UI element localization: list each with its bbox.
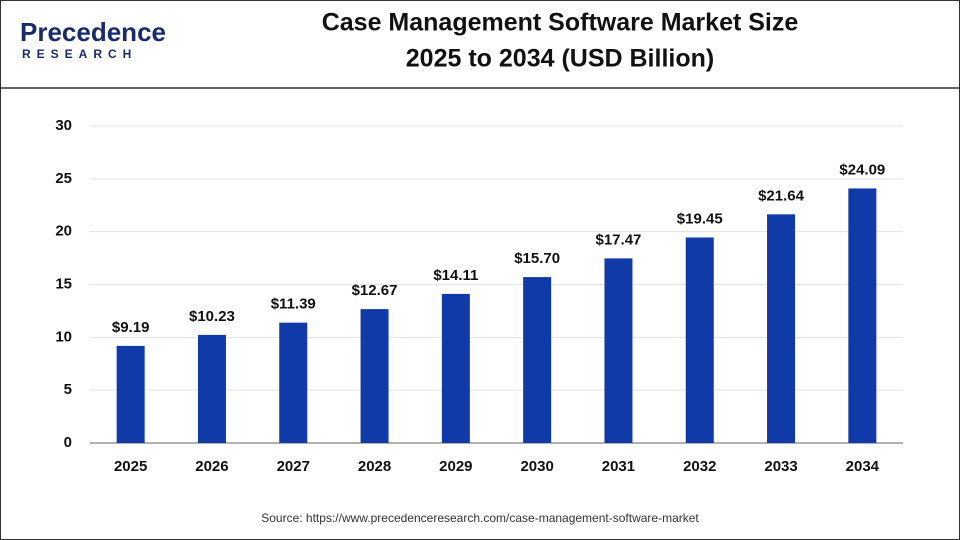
bar bbox=[279, 322, 308, 443]
y-tick-label: 30 bbox=[55, 117, 72, 134]
x-tick-label: 2029 bbox=[439, 458, 472, 475]
x-tick-label: 2032 bbox=[683, 458, 716, 475]
x-tick-label: 2027 bbox=[277, 458, 310, 475]
bar bbox=[848, 188, 877, 443]
value-label: $15.70 bbox=[514, 250, 560, 267]
x-tick-label: 2031 bbox=[602, 458, 635, 475]
bar bbox=[604, 258, 633, 443]
y-tick-label: 25 bbox=[55, 170, 72, 187]
bar bbox=[523, 277, 552, 443]
y-tick-label: 15 bbox=[55, 275, 72, 292]
value-label: $21.64 bbox=[758, 187, 805, 204]
value-label: $12.67 bbox=[352, 282, 398, 299]
x-tick-label: 2033 bbox=[764, 458, 797, 475]
x-tick-label: 2025 bbox=[114, 458, 147, 475]
chart-title: Case Management Software Market Size bbox=[322, 9, 799, 37]
value-label: $9.19 bbox=[112, 319, 150, 336]
bar bbox=[441, 293, 470, 443]
y-tick-label: 5 bbox=[64, 381, 72, 398]
brand: Precedence bbox=[20, 17, 166, 47]
value-label: $17.47 bbox=[596, 231, 642, 248]
value-label: $10.23 bbox=[189, 308, 235, 325]
x-tick-label: 2026 bbox=[195, 458, 228, 475]
bar bbox=[685, 237, 714, 443]
value-label: $19.45 bbox=[677, 210, 723, 227]
x-tick-label: 2028 bbox=[358, 458, 391, 475]
y-tick-label: 10 bbox=[55, 328, 72, 345]
bar bbox=[360, 309, 389, 443]
x-tick-label: 2030 bbox=[520, 458, 553, 475]
source: Source: https://www.precedenceresearch.c… bbox=[261, 511, 699, 525]
y-tick-label: 0 bbox=[64, 434, 72, 451]
bar bbox=[197, 334, 226, 443]
bar bbox=[767, 214, 796, 443]
brand-sub: RESEARCH bbox=[22, 47, 137, 61]
bar bbox=[116, 345, 145, 443]
value-label: $24.09 bbox=[839, 161, 885, 178]
x-tick-label: 2034 bbox=[846, 458, 880, 475]
value-label: $11.39 bbox=[271, 296, 316, 313]
chart-subtitle: 2025 to 2034 (USD Billion) bbox=[406, 45, 714, 73]
value-label: $14.11 bbox=[433, 267, 478, 284]
y-tick-label: 20 bbox=[55, 223, 72, 240]
